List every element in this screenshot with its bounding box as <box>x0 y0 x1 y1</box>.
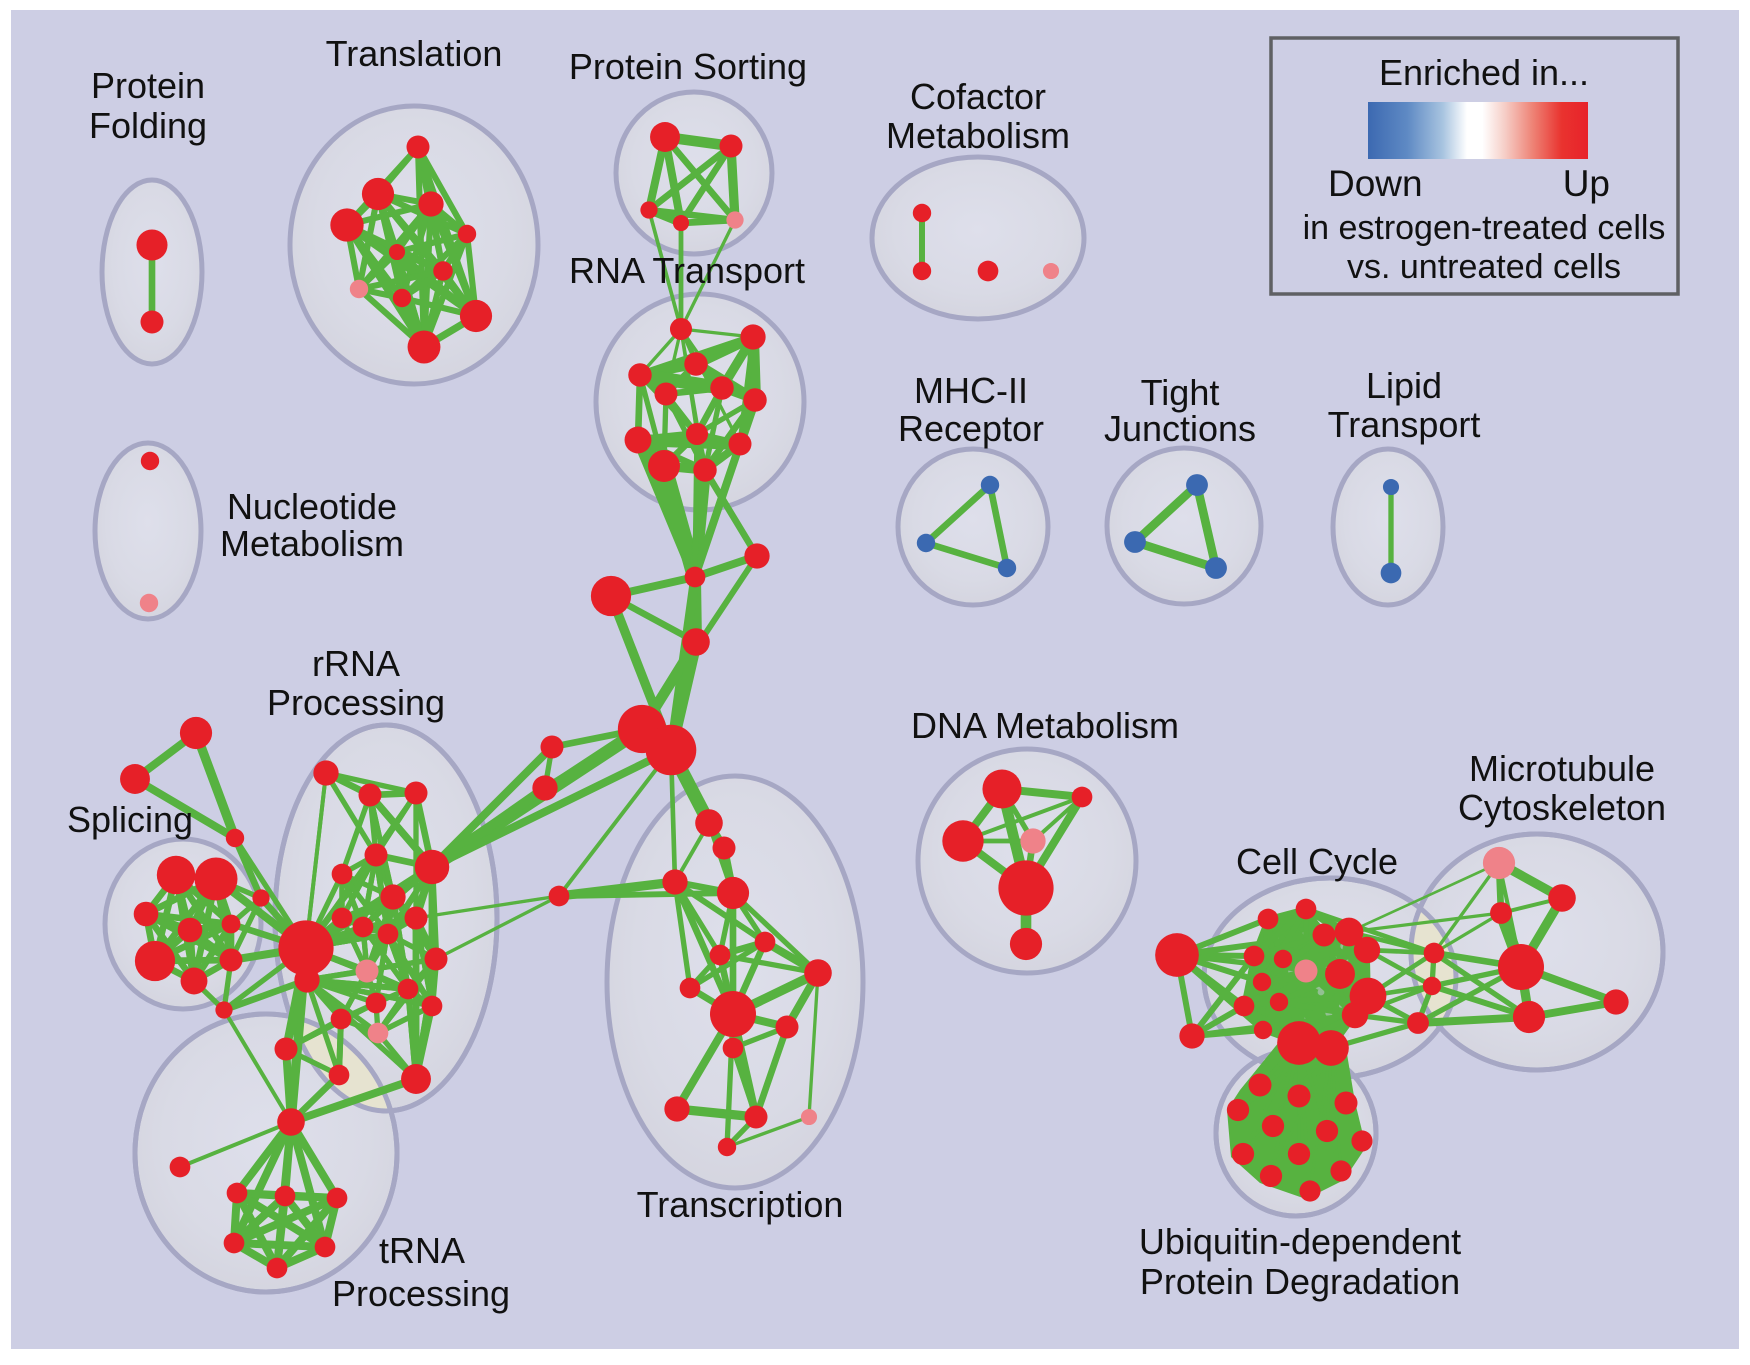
svg-text:Folding: Folding <box>89 105 207 146</box>
svg-text:Translation: Translation <box>326 33 503 74</box>
svg-text:Tight: Tight <box>1141 372 1220 413</box>
svg-text:Ubiquitin-dependent: Ubiquitin-dependent <box>1139 1221 1461 1262</box>
svg-text:Processing: Processing <box>332 1273 510 1314</box>
svg-text:Cofactor: Cofactor <box>910 76 1046 117</box>
svg-text:Transport: Transport <box>1328 404 1481 445</box>
svg-text:RNA Transport: RNA Transport <box>569 250 805 291</box>
svg-text:Enriched in...: Enriched in... <box>1379 52 1589 93</box>
svg-text:Protein Sorting: Protein Sorting <box>569 46 807 87</box>
svg-text:Receptor: Receptor <box>898 408 1044 449</box>
svg-text:Processing: Processing <box>267 682 445 723</box>
svg-text:Cytoskeleton: Cytoskeleton <box>1458 787 1666 828</box>
svg-text:tRNA: tRNA <box>379 1230 465 1271</box>
svg-text:Splicing: Splicing <box>67 799 193 840</box>
svg-text:in estrogen-treated cells: in estrogen-treated cells <box>1303 209 1666 247</box>
svg-text:rRNA: rRNA <box>312 643 400 684</box>
svg-text:Lipid: Lipid <box>1366 365 1442 406</box>
svg-text:Metabolism: Metabolism <box>886 115 1070 156</box>
svg-text:DNA Metabolism: DNA Metabolism <box>911 705 1179 746</box>
svg-text:vs. untreated cells: vs. untreated cells <box>1347 248 1621 286</box>
svg-text:Transcription: Transcription <box>637 1184 844 1225</box>
svg-text:Down: Down <box>1328 163 1423 204</box>
svg-text:Cell Cycle: Cell Cycle <box>1236 841 1398 882</box>
svg-text:Up: Up <box>1563 163 1610 204</box>
svg-text:Protein Degradation: Protein Degradation <box>1140 1261 1460 1302</box>
svg-text:MHC-II: MHC-II <box>914 370 1028 411</box>
svg-text:Metabolism: Metabolism <box>220 523 404 564</box>
svg-text:Protein: Protein <box>91 65 205 106</box>
svg-text:Junctions: Junctions <box>1104 408 1256 449</box>
svg-text:Microtubule: Microtubule <box>1469 748 1655 789</box>
svg-text:Nucleotide: Nucleotide <box>227 486 397 527</box>
